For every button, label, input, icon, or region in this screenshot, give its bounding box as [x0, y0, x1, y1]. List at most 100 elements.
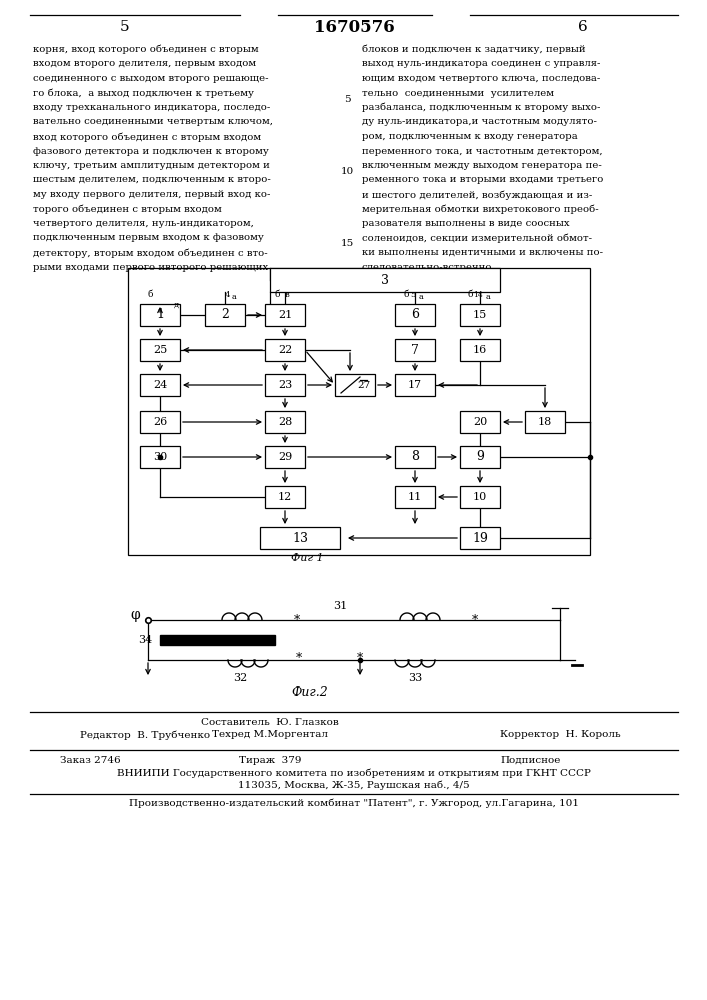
Text: 6: 6: [411, 308, 419, 322]
Bar: [265, 374, 305, 396]
Text: шестым делителем, подключенным к второ-: шестым делителем, подключенным к второ-: [33, 176, 271, 184]
Text: φ: φ: [130, 608, 140, 622]
Text: 8: 8: [411, 450, 419, 464]
Text: 5: 5: [344, 95, 350, 104]
Text: 31: 31: [333, 601, 347, 611]
Text: 25: 25: [153, 345, 167, 355]
Text: 5: 5: [410, 291, 416, 299]
Text: следовательно-встречно.: следовательно-встречно.: [362, 262, 496, 271]
Text: б: б: [467, 290, 473, 299]
Text: рыми входами первого ивторого решающих: рыми входами первого ивторого решающих: [33, 262, 268, 271]
Text: 22: 22: [278, 345, 292, 355]
Text: б: б: [274, 290, 280, 299]
Bar: [460, 446, 500, 468]
Text: блоков и подключен к задатчику, первый: блоков и подключен к задатчику, первый: [362, 45, 585, 54]
Text: 5: 5: [120, 20, 130, 34]
Bar: [265, 486, 305, 508]
Bar: [265, 304, 305, 326]
Text: тельно  соединенными  усилителем: тельно соединенными усилителем: [362, 89, 554, 98]
Bar: [265, 339, 305, 361]
Text: включенным между выходом генератора пе-: включенным между выходом генератора пе-: [362, 161, 602, 170]
Text: 7: 7: [411, 344, 419, 357]
Text: вательно соединенными четвертым ключом,: вательно соединенными четвертым ключом,: [33, 117, 273, 126]
Text: разователя выполнены в виде соосных: разователя выполнены в виде соосных: [362, 219, 570, 228]
Text: детектору, вторым входом объединен с вто-: детектору, вторым входом объединен с вто…: [33, 248, 268, 257]
Bar: [140, 339, 180, 361]
Text: ременного тока и вторыми входами третьего: ременного тока и вторыми входами третьег…: [362, 176, 603, 184]
Text: ки выполнены идентичными и включены по-: ки выполнены идентичными и включены по-: [362, 248, 603, 257]
Text: вход которого объединен с вторым входом: вход которого объединен с вторым входом: [33, 132, 261, 141]
Text: Составитель  Ю. Глазков: Составитель Ю. Глазков: [201, 718, 339, 727]
Text: 10: 10: [340, 167, 354, 176]
Text: 30: 30: [153, 452, 167, 462]
Text: в: в: [285, 291, 289, 299]
Text: *: *: [357, 652, 363, 664]
Text: 6: 6: [578, 20, 588, 34]
Bar: [270, 268, 500, 292]
Bar: [460, 486, 500, 508]
Text: Фиг.2: Фиг.2: [291, 686, 328, 698]
Text: Редактор  В. Трубченко: Редактор В. Трубченко: [80, 730, 210, 740]
Text: ду нуль-индикатора,и частотным модулято-: ду нуль-индикатора,и частотным модулято-: [362, 117, 597, 126]
Text: а: а: [232, 293, 236, 301]
Text: а: а: [419, 293, 423, 301]
Text: соединенного с выходом второго решающе-: соединенного с выходом второго решающе-: [33, 74, 269, 83]
Text: ром, подключенным к входу генератора: ром, подключенным к входу генератора: [362, 132, 578, 141]
Text: 9: 9: [476, 450, 484, 464]
Bar: [395, 304, 435, 326]
Text: 15: 15: [473, 310, 487, 320]
Text: б: б: [147, 290, 153, 299]
Text: торого объединен с вторым входом: торого объединен с вторым входом: [33, 205, 222, 214]
Text: Подписное: Подписное: [500, 756, 561, 765]
Text: 26: 26: [153, 417, 167, 427]
Text: выход нуль-индикатора соединен с управля-: выход нуль-индикатора соединен с управля…: [362, 60, 600, 68]
Text: 29: 29: [278, 452, 292, 462]
Text: четвертого делителя, нуль-индикатором,: четвертого делителя, нуль-индикатором,: [33, 219, 254, 228]
Text: ющим входом четвертого ключа, последова-: ющим входом четвертого ключа, последова-: [362, 74, 600, 83]
Bar: [460, 527, 500, 549]
Text: Корректор  Н. Король: Корректор Н. Король: [500, 730, 620, 739]
Bar: [265, 446, 305, 468]
Text: фазового детектора и подключен к второму: фазового детектора и подключен к второму: [33, 146, 269, 155]
Text: и шестого делителей, возбуждающая и из-: и шестого делителей, возбуждающая и из-: [362, 190, 592, 200]
Text: 21: 21: [278, 310, 292, 320]
Text: разбаланса, подключенным к второму выхо-: разбаланса, подключенным к второму выхо-: [362, 103, 600, 112]
Bar: [460, 304, 500, 326]
Text: 15: 15: [340, 239, 354, 248]
Text: Заказ 2746: Заказ 2746: [60, 756, 121, 765]
Bar: [395, 446, 435, 468]
Text: ВНИИПИ Государственного комитета по изобретениям и открытиям при ГКНТ СССР: ВНИИПИ Государственного комитета по изоб…: [117, 768, 591, 778]
Text: Тираж  379: Тираж 379: [239, 756, 301, 765]
Bar: [335, 374, 375, 396]
Text: го блока,  а выход подключен к третьему: го блока, а выход подключен к третьему: [33, 89, 254, 98]
Text: 113035, Москва, Ж-35, Раушская наб., 4/5: 113035, Москва, Ж-35, Раушская наб., 4/5: [238, 780, 470, 790]
Bar: [160, 635, 275, 645]
Text: 23: 23: [278, 380, 292, 390]
Text: б: б: [403, 290, 409, 299]
Text: 12: 12: [278, 492, 292, 502]
Text: ключу, третьим амплитудным детектором и: ключу, третьим амплитудным детектором и: [33, 161, 270, 170]
Bar: [460, 411, 500, 433]
Text: входу трехканального индикатора, последо-: входу трехканального индикатора, последо…: [33, 103, 270, 112]
Text: а: а: [486, 293, 491, 301]
Text: 17: 17: [408, 380, 422, 390]
Text: 1670576: 1670576: [314, 18, 395, 35]
Text: 13: 13: [292, 532, 308, 544]
Bar: [395, 339, 435, 361]
Text: 33: 33: [408, 673, 422, 683]
Text: *: *: [294, 614, 300, 628]
Bar: [260, 527, 340, 549]
Text: 4: 4: [224, 291, 230, 299]
Text: 18: 18: [538, 417, 552, 427]
Text: переменного тока, и частотным детектором,: переменного тока, и частотным детектором…: [362, 146, 602, 155]
Text: соленоидов, секции измерительной обмот-: соленоидов, секции измерительной обмот-: [362, 233, 592, 243]
Text: 27: 27: [357, 380, 370, 389]
Text: корня, вход которого объединен с вторым: корня, вход которого объединен с вторым: [33, 45, 259, 54]
Text: *: *: [472, 614, 478, 628]
Bar: [205, 304, 245, 326]
Text: 10: 10: [473, 492, 487, 502]
Bar: [140, 446, 180, 468]
Bar: [265, 411, 305, 433]
Text: 16: 16: [473, 345, 487, 355]
Text: Техред М.Моргентал: Техред М.Моргентал: [212, 730, 328, 739]
